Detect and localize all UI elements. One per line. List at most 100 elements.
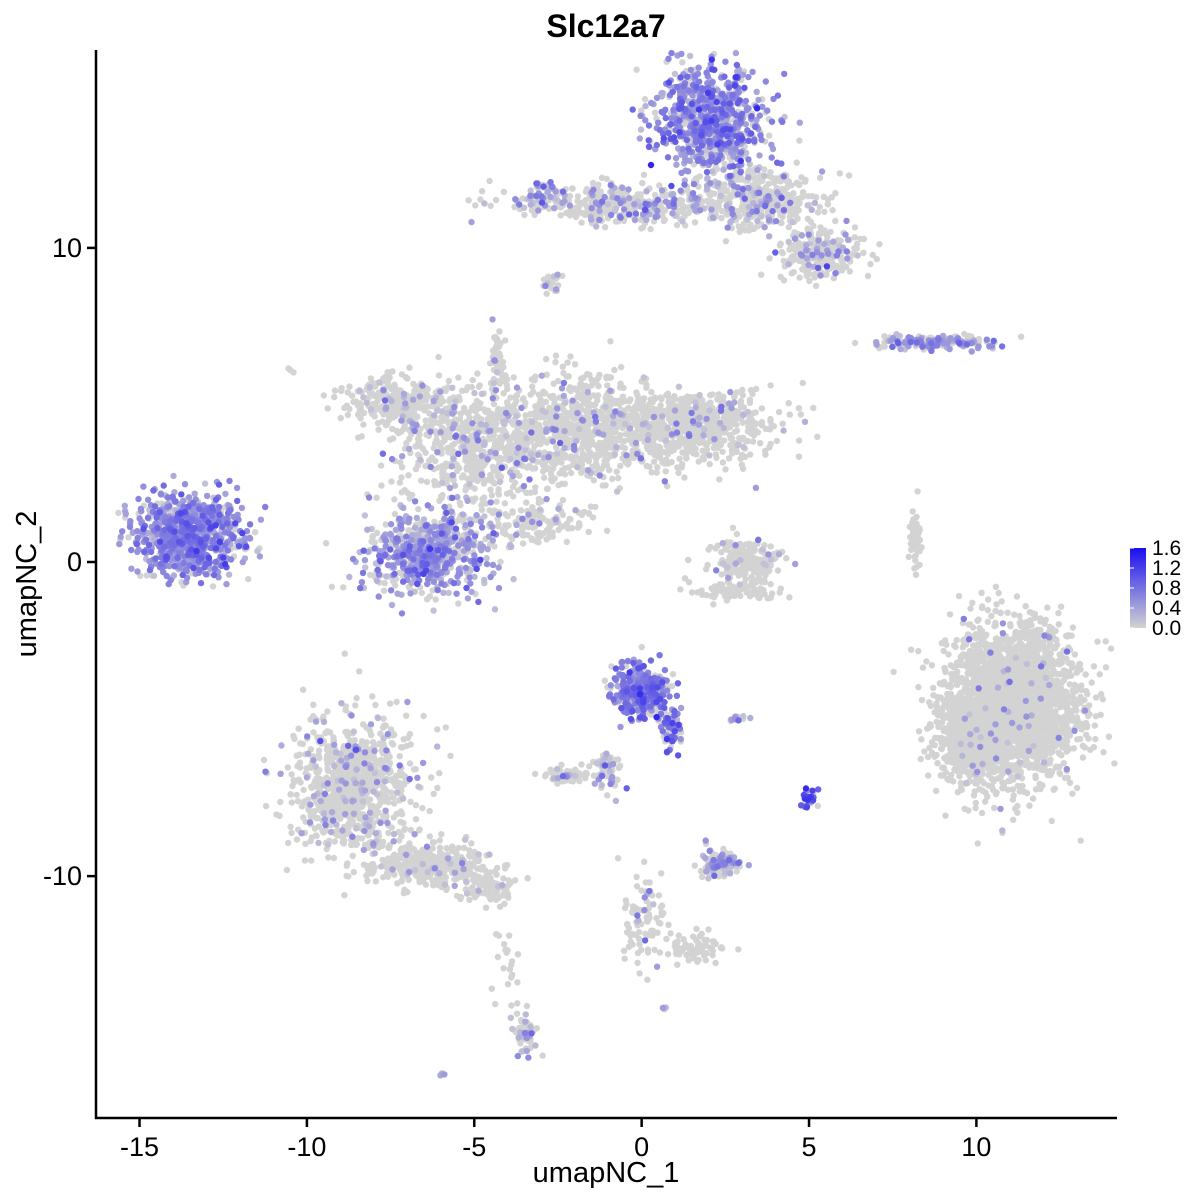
cell-point xyxy=(1011,611,1018,618)
cell-point xyxy=(663,391,670,399)
cell-point xyxy=(993,601,1000,608)
cell-point xyxy=(489,509,496,517)
cell-point xyxy=(654,421,661,428)
cell-point xyxy=(795,453,803,460)
cell-point xyxy=(376,391,383,398)
cell-point xyxy=(574,387,581,394)
cell-point xyxy=(476,382,483,389)
cell-point xyxy=(419,403,426,411)
cell-point xyxy=(756,440,764,447)
cell-point xyxy=(748,416,756,424)
cell-point xyxy=(867,260,874,268)
cell-point xyxy=(502,337,509,344)
cell-point xyxy=(355,411,362,418)
cell-point xyxy=(595,374,602,381)
cell-point xyxy=(634,426,642,433)
cell-point xyxy=(404,489,411,496)
cell-point xyxy=(492,196,500,204)
cell-point xyxy=(638,225,645,232)
cell-point xyxy=(389,435,397,442)
cell-point xyxy=(790,268,797,276)
cell-point xyxy=(559,496,567,504)
cell-point xyxy=(719,448,726,455)
cell-point xyxy=(599,482,606,489)
cell-point xyxy=(320,392,327,399)
cell-point xyxy=(487,486,494,493)
cell-point xyxy=(793,159,800,166)
cell-point xyxy=(810,404,817,412)
cell-point xyxy=(1081,744,1088,751)
cell-point xyxy=(502,511,509,518)
cell-point xyxy=(567,387,574,394)
cell-point xyxy=(806,277,813,285)
cell-point xyxy=(940,647,947,655)
cell-point xyxy=(428,454,436,461)
cell-point xyxy=(577,380,585,387)
cell-point xyxy=(406,527,413,534)
cell-point xyxy=(490,467,497,474)
cell-point xyxy=(805,270,812,278)
cell-point xyxy=(343,402,350,409)
cell-point xyxy=(517,507,525,514)
cell-point xyxy=(521,211,528,219)
cell-point xyxy=(1016,612,1023,620)
cell-point xyxy=(547,393,554,400)
cell-point xyxy=(608,444,615,451)
cell-point xyxy=(707,392,714,399)
cell-point xyxy=(786,411,793,418)
cell-point xyxy=(633,66,640,73)
cell-point xyxy=(824,196,831,203)
cell-point xyxy=(456,415,464,423)
cell-point xyxy=(418,477,425,484)
cell-point xyxy=(648,469,655,476)
cell-point xyxy=(795,437,803,444)
cell-point xyxy=(932,787,940,795)
cell-point xyxy=(389,414,396,421)
cell-point xyxy=(603,440,610,447)
cell-point xyxy=(527,489,534,496)
cell-point xyxy=(439,491,446,499)
cell-point xyxy=(978,589,985,596)
cell-point xyxy=(1092,735,1099,743)
cell-point xyxy=(1017,333,1025,340)
cell-point xyxy=(908,646,915,653)
cell-point xyxy=(587,434,594,441)
cell-point xyxy=(722,238,730,245)
cell-point xyxy=(500,390,507,397)
cell-point xyxy=(632,411,639,418)
cell-point xyxy=(744,437,752,445)
cell-point xyxy=(346,383,353,390)
cell-point xyxy=(447,395,454,403)
cell-point xyxy=(767,169,774,176)
cell-point xyxy=(517,430,524,437)
cell-point xyxy=(593,442,601,449)
cell-point xyxy=(646,401,653,408)
cell-point xyxy=(472,516,480,524)
cell-point xyxy=(457,410,464,417)
cell-point xyxy=(923,658,930,665)
cell-point xyxy=(846,268,853,275)
cell-point xyxy=(601,224,609,231)
cell-point xyxy=(572,213,580,221)
cell-point xyxy=(478,416,485,423)
cell-point xyxy=(344,411,352,419)
cell-point xyxy=(603,462,611,469)
cell-point xyxy=(552,359,559,366)
cell-point xyxy=(725,414,732,422)
cell-point xyxy=(429,587,436,594)
cell-point xyxy=(464,427,472,435)
cell-point xyxy=(602,418,610,426)
cell-point xyxy=(473,472,480,479)
cell-point xyxy=(538,498,545,505)
cell-point xyxy=(368,379,376,386)
cell-point xyxy=(676,196,684,204)
cell-point xyxy=(338,387,345,395)
cell-point xyxy=(721,437,728,444)
cell-point xyxy=(1107,645,1115,652)
cell-point xyxy=(530,388,537,395)
cell-point xyxy=(1052,627,1059,635)
cell-point xyxy=(733,421,740,428)
cell-point xyxy=(821,208,828,215)
cell-point xyxy=(767,440,774,448)
cell-point xyxy=(799,379,806,387)
